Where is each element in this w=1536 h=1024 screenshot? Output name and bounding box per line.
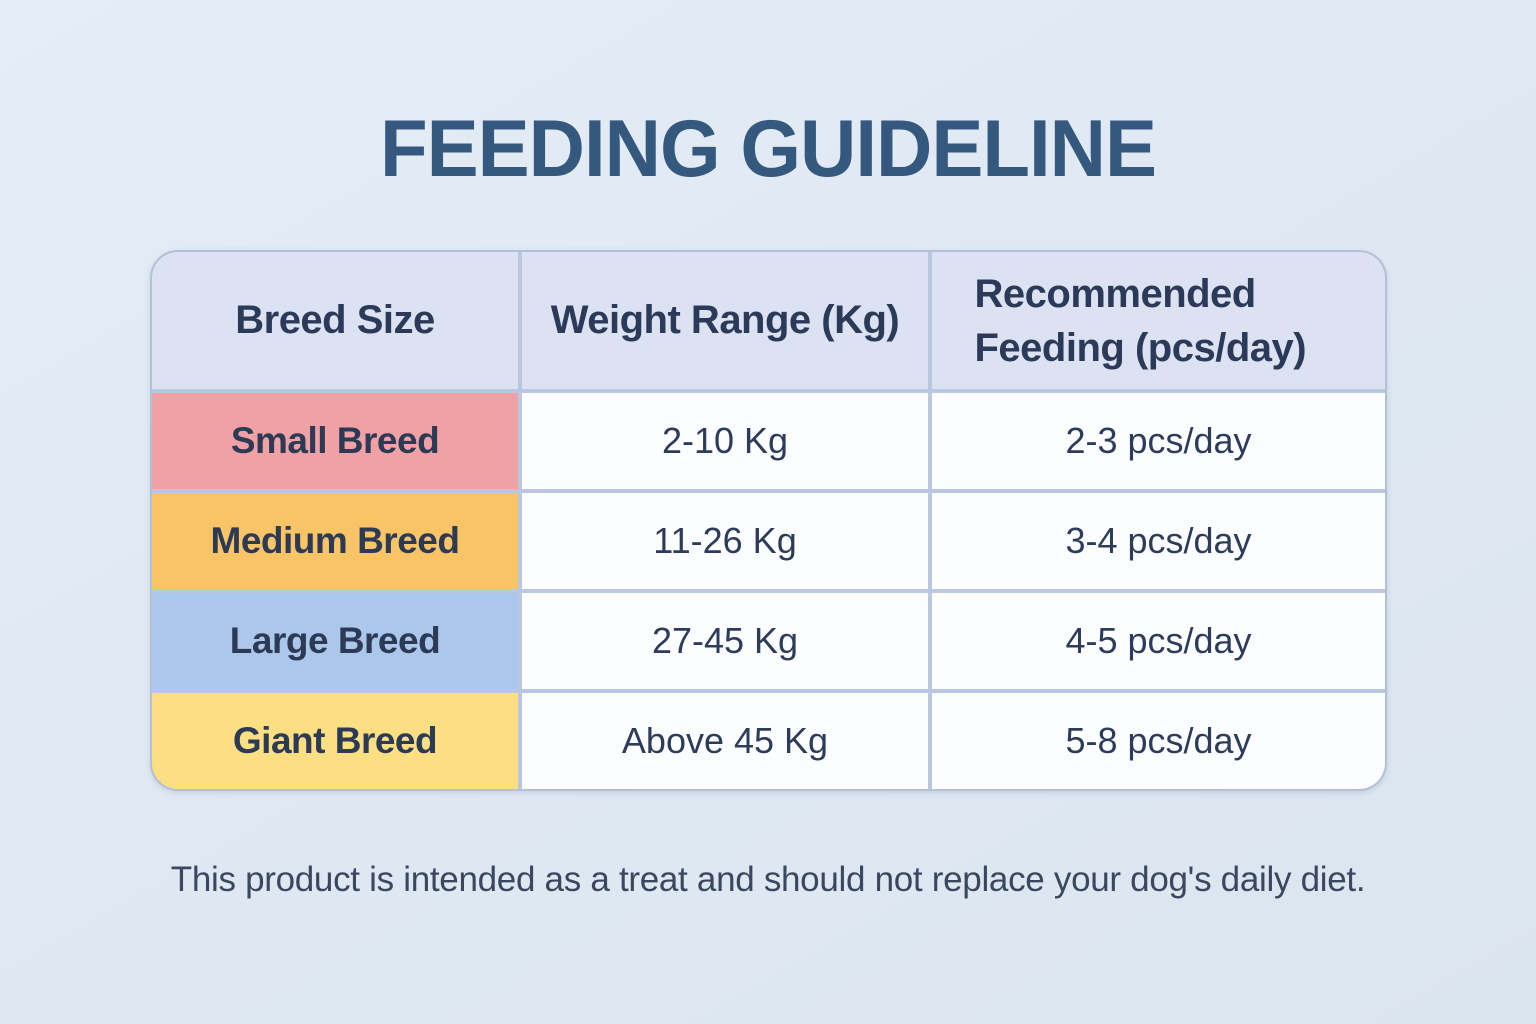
small-breed-weight: 2-10 Kg: [661, 420, 789, 461]
giant-breed-weight: Above 45 Kg: [621, 720, 829, 761]
medium-breed-label: Medium Breed: [210, 520, 460, 561]
small-breed-weight-cell: 2-10 Kg: [522, 393, 928, 489]
disclaimer-text: This product is intended as a treat and …: [170, 860, 1366, 899]
giant-breed-label-cell: Giant Breed: [152, 693, 518, 789]
header-cell-weight-range: Weight Range (Kg): [522, 252, 928, 389]
small-breed-feeding: 2-3 pcs/day: [1065, 420, 1252, 461]
header-cell-breed-size: Breed Size: [152, 252, 518, 389]
giant-breed-feeding-cell: 5-8 pcs/day: [932, 693, 1385, 789]
header-label-weight-range: Weight Range (Kg): [550, 298, 900, 342]
medium-breed-feeding: 3-4 pcs/day: [1065, 520, 1252, 561]
medium-breed-feeding-cell: 3-4 pcs/day: [932, 493, 1385, 589]
header-cell-recommended-feeding: Recommended Feeding (pcs/day): [932, 252, 1385, 389]
large-breed-weight: 27-45 Kg: [651, 620, 799, 661]
giant-breed-feeding: 5-8 pcs/day: [1065, 720, 1252, 761]
small-breed-label: Small Breed: [230, 420, 440, 461]
feeding-guideline-table: Breed Size Weight Range (Kg) Recommended…: [150, 250, 1387, 791]
small-breed-label-cell: Small Breed: [152, 393, 518, 489]
medium-breed-weight: 11-26 Kg: [653, 520, 797, 561]
large-breed-weight-cell: 27-45 Kg: [522, 593, 928, 689]
giant-breed-label: Giant Breed: [232, 720, 438, 761]
large-breed-label-cell: Large Breed: [152, 593, 518, 689]
header-label-recommended-feeding: Recommended Feeding (pcs/day): [974, 271, 1307, 370]
large-breed-feeding: 4-5 pcs/day: [1065, 620, 1252, 661]
large-breed-label: Large Breed: [229, 620, 441, 661]
medium-breed-label-cell: Medium Breed: [152, 493, 518, 589]
small-breed-feeding-cell: 2-3 pcs/day: [932, 393, 1385, 489]
large-breed-feeding-cell: 4-5 pcs/day: [932, 593, 1385, 689]
giant-breed-weight-cell: Above 45 Kg: [522, 693, 928, 789]
page-title: FEEDING GUIDELINE: [379, 102, 1157, 194]
header-label-breed-size: Breed Size: [235, 298, 435, 342]
medium-breed-weight-cell: 11-26 Kg: [522, 493, 928, 589]
